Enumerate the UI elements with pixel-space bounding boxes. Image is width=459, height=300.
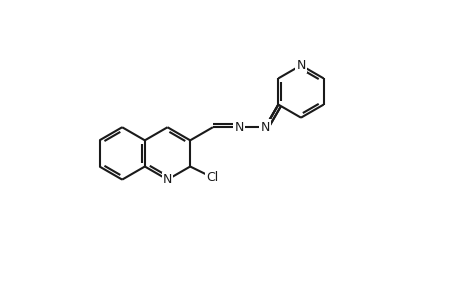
Text: N: N: [260, 121, 269, 134]
Text: N: N: [296, 59, 305, 72]
Text: Cl: Cl: [206, 171, 218, 184]
Text: N: N: [234, 121, 243, 134]
Text: N: N: [162, 173, 172, 186]
